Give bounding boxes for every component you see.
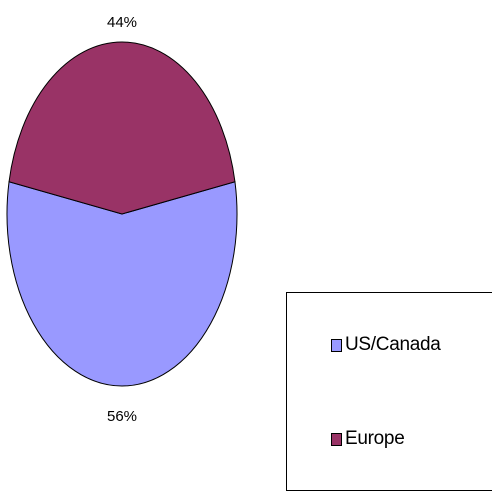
legend-label-us-canada: US/Canada (345, 334, 441, 355)
pie-slice-us-canada (6, 181, 238, 387)
data-label-us-canada: 56% (107, 408, 137, 425)
legend-item-europe: Europe (331, 428, 405, 450)
legend-swatch-us-canada (331, 338, 342, 352)
legend-swatch-europe (331, 432, 342, 446)
legend: US/Canada Europe (286, 292, 492, 491)
legend-item-us-canada: US/Canada (331, 334, 441, 356)
pie-slice-europe (8, 41, 236, 215)
legend-label-europe: Europe (345, 428, 405, 449)
data-label-europe: 44% (107, 14, 137, 31)
